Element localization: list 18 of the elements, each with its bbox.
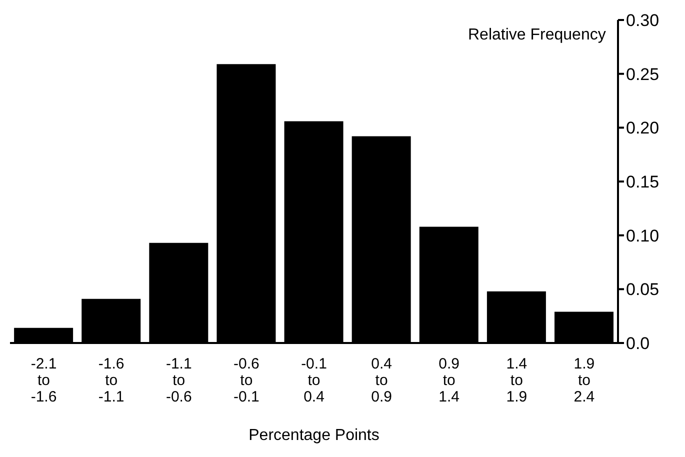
y-tick-label: 0.25 [626, 64, 660, 84]
y-tick-label: 0.20 [626, 118, 660, 138]
x-tick-label: -1.1 to -0.6 [166, 356, 192, 406]
x-tick-label: -0.6 to -0.1 [234, 356, 260, 406]
y-tick-label: 0.05 [626, 280, 660, 300]
y-tick-label: 0.10 [626, 226, 660, 246]
x-tick-label: -0.1 to 0.4 [301, 356, 327, 406]
y-tick-label: 0.30 [626, 11, 660, 30]
y-tick-label: 0.15 [626, 172, 660, 192]
x-tick-label: 1.9 to 2.4 [574, 356, 595, 406]
x-tick-label: -2.1 to -1.6 [30, 356, 57, 406]
x-tick-label: 1.4 to 1.9 [506, 356, 528, 406]
x-tick-label: -1.6 to -1.1 [98, 356, 124, 406]
x-axis-title: Percentage Points [248, 427, 380, 444]
x-tick-label: 0.9 to 1.4 [438, 356, 460, 406]
y-axis-title: Relative Frequency [468, 26, 606, 44]
x-tick-label: 0.4 to 0.9 [371, 356, 392, 406]
y-tick-label: 0.0 [626, 334, 650, 354]
